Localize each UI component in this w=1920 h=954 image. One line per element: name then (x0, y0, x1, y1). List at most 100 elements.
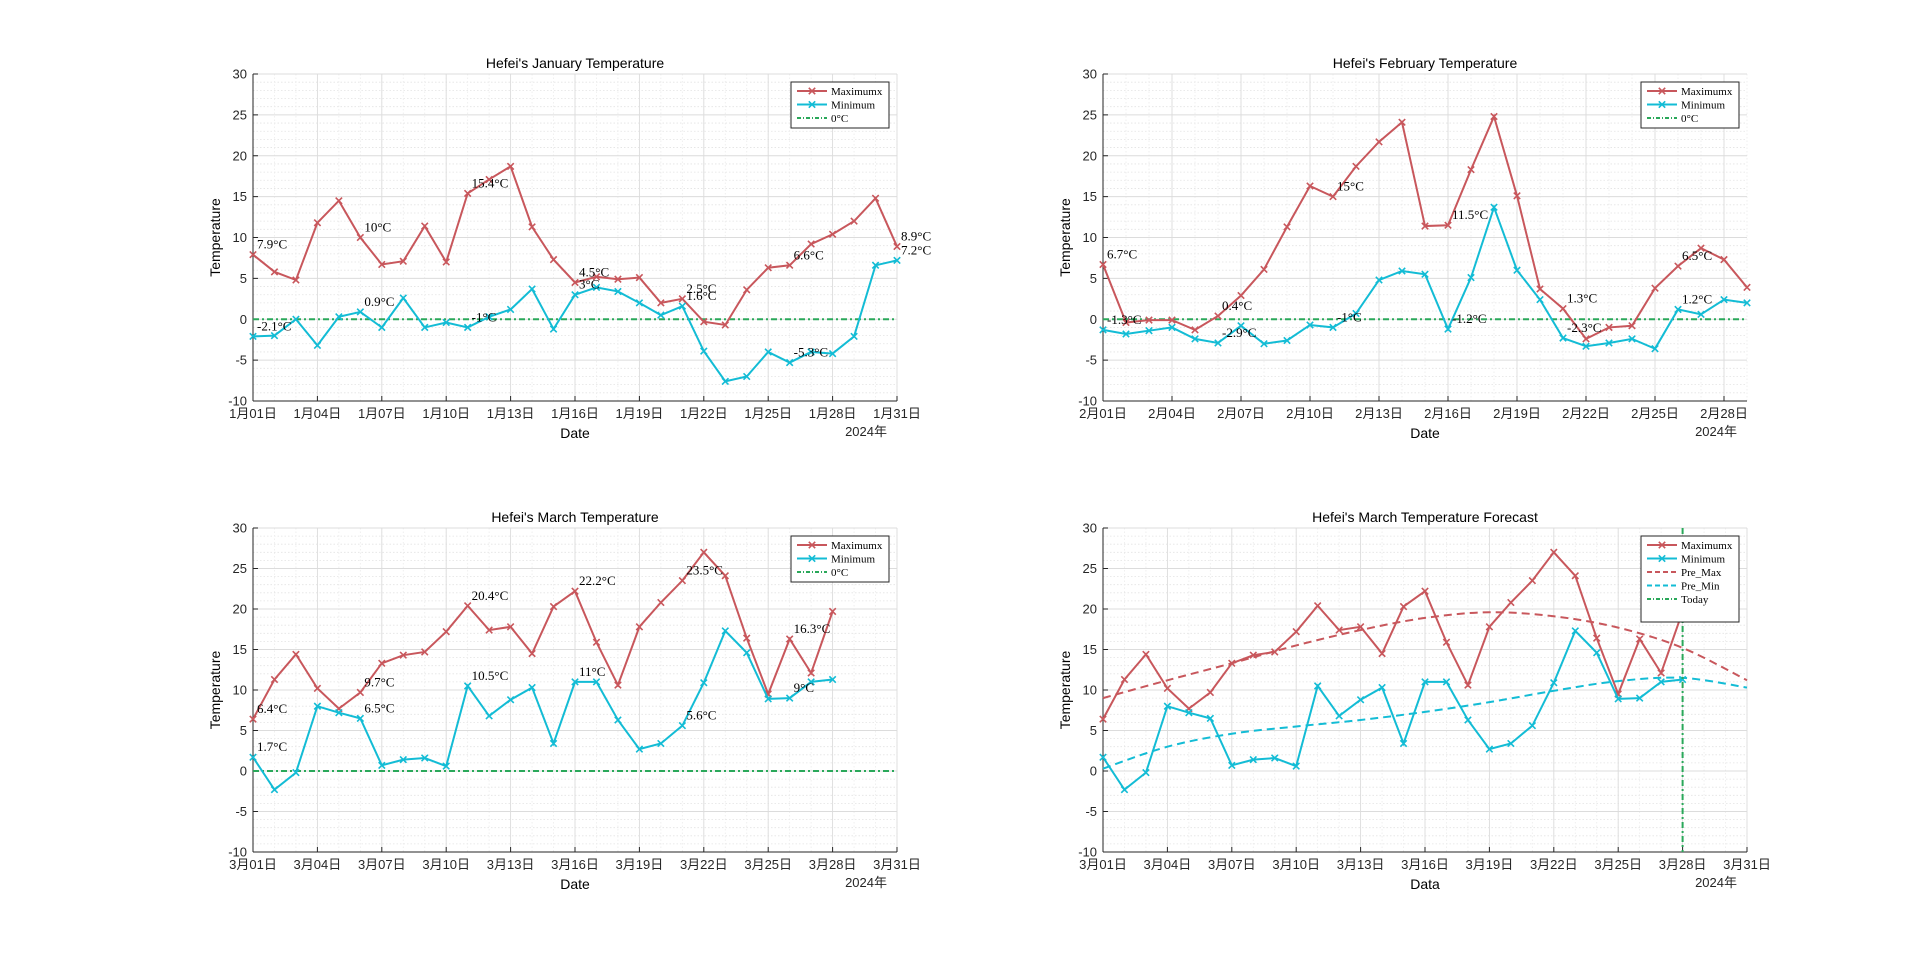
y-tick-label: 20 (1083, 602, 1097, 617)
data-point (1398, 118, 1406, 126)
legend-label: Maximumx (831, 540, 883, 552)
series-maximumx (249, 162, 901, 329)
y-tick-label: -10 (228, 394, 247, 409)
data-point (378, 323, 386, 332)
data-point (1329, 192, 1337, 201)
data-label: 11°C (579, 664, 605, 679)
y-tick-label: 10 (1083, 683, 1097, 698)
data-point (635, 745, 644, 753)
data-point (571, 290, 579, 299)
y-tick-label: 10 (233, 683, 247, 698)
data-point (614, 681, 622, 689)
data-point (1490, 203, 1498, 212)
data-point (1697, 310, 1705, 319)
data-point (1399, 602, 1408, 611)
x-tick-label: 3月31日 (1723, 857, 1771, 872)
data-point (678, 302, 687, 310)
data-point (485, 626, 493, 634)
legend-label: Pre_Min (1681, 581, 1720, 593)
data-point (1536, 295, 1544, 304)
data-label: 0.9°C (364, 294, 394, 309)
data-point (1099, 753, 1107, 761)
data-point (1191, 326, 1199, 334)
data-point (1352, 309, 1360, 318)
data-point (249, 715, 257, 723)
data-point (1550, 678, 1558, 687)
data-point (1536, 285, 1544, 293)
data-label: 8.9°C (901, 228, 931, 243)
x-tick-label: 3月01日 (1079, 857, 1127, 872)
y-axis-label: Temperature (207, 650, 223, 729)
series-minimum (1099, 203, 1751, 353)
data-point (1356, 695, 1365, 704)
data-point (1720, 295, 1728, 304)
legend-marker (1658, 554, 1666, 563)
legend-label: Minimum (1681, 100, 1725, 112)
data-point (1375, 138, 1383, 146)
x-tick-label: 2月13日 (1355, 406, 1403, 421)
data-point (1635, 694, 1644, 702)
y-tick-label: 5 (240, 723, 247, 738)
legend-label: Maximumx (1681, 540, 1733, 552)
x-tick-label: 3月07日 (358, 857, 406, 872)
data-point (1528, 721, 1537, 730)
data-point (1592, 634, 1601, 642)
data-point (1485, 623, 1494, 631)
data-point (1467, 273, 1475, 282)
data-point (657, 299, 665, 307)
data-point (506, 305, 515, 314)
data-point (1421, 678, 1429, 686)
data-point (1592, 648, 1601, 657)
legend-label: Maximumx (1681, 86, 1733, 98)
y-tick-label: 15 (233, 189, 247, 204)
y-tick-label: -10 (1078, 394, 1097, 409)
data-point (1507, 598, 1515, 607)
x-tick-label: 1月19日 (616, 406, 664, 421)
data-point (442, 258, 450, 266)
y-tick-label: -5 (1085, 353, 1097, 368)
data-point (549, 602, 558, 611)
year-label: 2024年 (845, 424, 887, 439)
data-label: 7.2°C (901, 242, 931, 257)
data-point (764, 348, 772, 356)
data-point (356, 688, 365, 697)
data-point (270, 675, 279, 684)
y-tick-label: 5 (240, 271, 247, 286)
data-point (1657, 669, 1665, 677)
data-point (1283, 336, 1291, 345)
data-point (592, 638, 601, 646)
data-point (592, 678, 601, 686)
data-point (1485, 745, 1494, 753)
data-point (1292, 627, 1300, 636)
x-tick-label: 2月22日 (1562, 406, 1610, 421)
grid (252, 73, 898, 402)
y-axis-label: Temperature (207, 198, 223, 277)
data-point (742, 648, 751, 657)
data-label: 1.3°C (1567, 291, 1597, 306)
data-label: 10.5°C (472, 668, 509, 683)
data-point (1163, 684, 1172, 693)
data-point (592, 272, 601, 281)
data-point (1743, 283, 1751, 292)
data-point (1375, 276, 1383, 284)
data-point (1120, 675, 1129, 684)
x-axis-label: Data (1410, 876, 1440, 892)
data-point (378, 260, 386, 269)
y-tick-label: 20 (1083, 148, 1097, 163)
data-point (442, 762, 450, 770)
chart-2: -10 -5 0 5 10 15 20 25 30 2月01日 2月04日 2月07日 2月10日 2月1… (1057, 55, 1751, 441)
data-point (721, 377, 730, 386)
data-label: 10°C (364, 220, 391, 235)
data-point (270, 331, 279, 340)
y-tick-label: 30 (233, 521, 247, 536)
y-tick-label: 30 (1083, 521, 1097, 536)
data-point (485, 313, 493, 321)
x-tick-label: 3月31日 (873, 857, 921, 872)
data-label: 5.6°C (686, 708, 716, 723)
data-label: 7.9°C (257, 237, 287, 252)
data-label: 6.6°C (794, 247, 824, 262)
legend-label: Today (1681, 594, 1709, 606)
x-tick-label: 1月22日 (680, 406, 728, 421)
data-point (1444, 221, 1452, 230)
data-point (1528, 576, 1537, 585)
